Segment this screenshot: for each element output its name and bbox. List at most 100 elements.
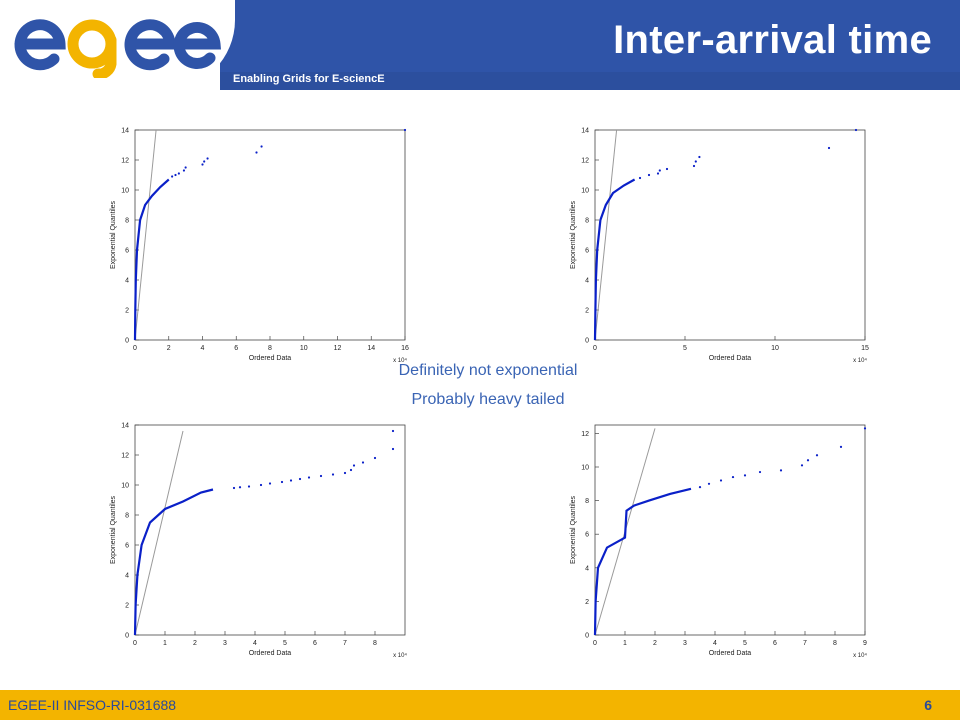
data-point — [694, 160, 697, 163]
data-point — [647, 173, 651, 177]
y-tick-label: 12 — [121, 158, 129, 165]
y-tick-label: 8 — [585, 498, 589, 505]
y-tick-label: 8 — [125, 513, 129, 520]
chart-panel-top-left: 0 2 4 6 8 10 12 14 0 2 4 6 8 10 12 14 16 Ordered Data Expo… — [95, 110, 425, 410]
y-tick-label: 2 — [585, 308, 589, 315]
x-tick-label: 5 — [283, 640, 287, 647]
data-point — [289, 479, 293, 482]
x-tick-label: 0 — [593, 640, 597, 647]
data-point — [247, 485, 251, 488]
y-tick-label: 10 — [121, 483, 129, 490]
x-axis-label: Ordered Data — [249, 355, 292, 362]
x-tick-label: 0 — [593, 345, 597, 352]
x-tick-label: 8 — [833, 640, 837, 647]
y-tick-label: 4 — [585, 278, 589, 285]
data-point — [658, 169, 661, 172]
data-point — [815, 454, 819, 457]
data-point — [184, 166, 187, 169]
data-point — [391, 429, 395, 433]
page-number: 6 — [924, 697, 932, 713]
y-tick-label: 0 — [125, 633, 129, 640]
x-tick-label: 7 — [343, 640, 347, 647]
y-tick-label: 0 — [585, 633, 589, 640]
x-tick-label: 0 — [133, 640, 137, 647]
data-point — [827, 146, 831, 150]
y-tick-label: 2 — [125, 308, 129, 315]
plot-frame — [134, 129, 406, 341]
x-tick-label: 6 — [773, 640, 777, 647]
data-point — [698, 486, 702, 489]
chart-panel-bottom-left: 0 2 4 6 8 10 12 14 0 1 2 3 4 5 6 7 8 Ordered Data Exponent… — [95, 405, 425, 705]
data-curve — [133, 488, 214, 636]
data-point — [806, 459, 810, 462]
data-point — [203, 160, 206, 163]
plot-frame — [594, 424, 866, 636]
caption-line-1: Definitely not exponential — [398, 362, 578, 379]
data-point — [232, 486, 236, 490]
data-point — [638, 176, 642, 180]
y-axis-label: Exponential Quantiles — [110, 495, 117, 564]
header-band — [220, 0, 960, 72]
x-tick-label: 7 — [803, 640, 807, 647]
tagline: Enabling Grids for E-sciencE — [233, 73, 385, 85]
data-point — [255, 151, 258, 154]
data-point — [201, 163, 204, 166]
data-point — [319, 474, 323, 478]
y-tick-label: 0 — [585, 338, 589, 345]
x-tick-label: 1 — [623, 640, 627, 647]
y-tick-label: 2 — [125, 603, 129, 610]
y-tick-label: 14 — [121, 423, 129, 430]
x-tick-label: 9 — [863, 640, 867, 647]
x-tick-label: 4 — [201, 345, 205, 352]
data-point — [863, 427, 867, 430]
data-point — [731, 475, 735, 479]
y-tick-label: 6 — [585, 532, 589, 539]
slide-title: Inter-arrival time — [613, 18, 932, 62]
y-tick-label: 12 — [581, 431, 589, 438]
data-point — [298, 477, 302, 481]
data-point — [403, 128, 407, 132]
data-point — [174, 173, 177, 177]
data-point — [656, 172, 660, 175]
y-tick-label: 8 — [125, 218, 129, 225]
x-tick-label: 3 — [683, 640, 687, 647]
x-tick-label: 12 — [334, 345, 342, 352]
data-point — [665, 167, 669, 171]
x-tick-label: 1 — [163, 640, 167, 647]
chart-panel-top-right: 0 2 4 6 8 10 12 14 0 5 10 15 Ordered Data Exponential… — [555, 110, 885, 410]
data-point — [259, 483, 263, 487]
x-tick-label: 10 — [300, 345, 308, 352]
y-tick-label: 0 — [125, 338, 129, 345]
x-tick-label: 14 — [367, 345, 375, 352]
x-multiplier-label: x 10⁴ — [393, 357, 407, 364]
data-point — [268, 482, 272, 485]
y-tick-label: 6 — [125, 543, 129, 550]
data-point — [238, 486, 242, 489]
x-tick-label: 2 — [167, 345, 171, 352]
data-point — [779, 469, 783, 472]
data-point — [373, 456, 377, 460]
y-tick-label: 10 — [581, 188, 589, 195]
y-tick-label: 2 — [585, 599, 589, 606]
data-point — [343, 471, 347, 475]
x-tick-label: 0 — [133, 345, 137, 352]
y-tick-label: 4 — [125, 278, 129, 285]
qq-plot-top-right: 0 2 4 6 8 10 12 14 0 5 10 15 Ordered Data Exponential… — [570, 128, 869, 365]
x-tick-label: 6 — [234, 345, 238, 352]
reference-line — [594, 129, 618, 341]
data-point — [391, 447, 395, 451]
data-curve — [593, 487, 692, 636]
x-tick-label: 5 — [743, 640, 747, 647]
y-tick-label: 14 — [581, 128, 589, 135]
data-point — [758, 470, 762, 474]
y-axis-label: Exponential Quantiles — [570, 200, 577, 269]
slide-header: Inter-arrival time Enabling Grids for E-… — [0, 0, 960, 90]
data-point — [280, 480, 284, 484]
data-point — [854, 128, 858, 132]
data-point — [352, 464, 356, 467]
y-tick-label: 12 — [121, 453, 129, 460]
x-tick-label: 16 — [401, 345, 409, 352]
y-tick-label: 6 — [125, 248, 129, 255]
data-point — [171, 175, 174, 178]
